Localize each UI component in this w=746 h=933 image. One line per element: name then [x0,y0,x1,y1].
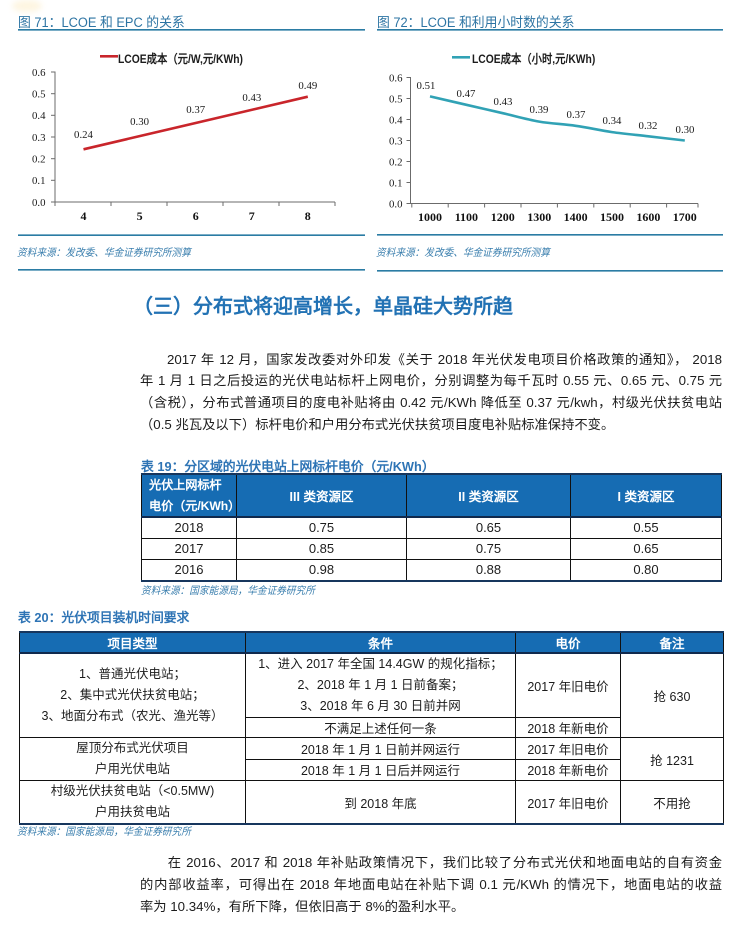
svg-text:1400: 1400 [564,210,588,224]
svg-text:1700: 1700 [673,210,697,224]
svg-text:0.0: 0.0 [32,197,46,209]
svg-text:1200: 1200 [491,210,515,224]
svg-text:0.1: 0.1 [32,175,46,187]
svg-text:0.6: 0.6 [32,67,46,79]
svg-text:0.43: 0.43 [494,96,513,108]
svg-text:1600: 1600 [636,210,660,224]
svg-text:0.1: 0.1 [389,177,403,189]
svg-text:1100: 1100 [455,210,478,224]
svg-text:0.49: 0.49 [298,80,317,92]
svg-text:0.43: 0.43 [242,92,261,104]
svg-text:0.6: 0.6 [389,72,403,84]
svg-text:0.3: 0.3 [389,135,403,147]
svg-text:5: 5 [137,209,143,223]
svg-text:0.0: 0.0 [389,198,403,210]
svg-text:0.34: 0.34 [603,115,622,127]
svg-text:0.4: 0.4 [389,114,403,126]
svg-text:0.3: 0.3 [32,132,46,144]
svg-text:0.5: 0.5 [32,89,46,101]
svg-text:7: 7 [249,209,255,223]
svg-text:0.4: 0.4 [32,110,46,122]
svg-text:6: 6 [193,209,199,223]
svg-text:0.51: 0.51 [417,80,436,92]
svg-text:1000: 1000 [418,210,442,224]
svg-text:1500: 1500 [600,210,624,224]
svg-text:0.32: 0.32 [639,120,658,132]
svg-text:1300: 1300 [527,210,551,224]
svg-text:8: 8 [305,209,311,223]
svg-text:0.30: 0.30 [676,124,695,136]
svg-text:4: 4 [81,209,87,223]
svg-text:0.5: 0.5 [389,93,403,105]
svg-text:0.2: 0.2 [32,154,46,166]
svg-text:0.37: 0.37 [567,109,586,121]
svg-text:0.30: 0.30 [130,116,149,128]
svg-text:0.39: 0.39 [530,104,549,116]
svg-text:0.24: 0.24 [74,129,93,141]
svg-text:0.2: 0.2 [389,156,403,168]
svg-text:0.47: 0.47 [457,88,476,100]
svg-text:0.37: 0.37 [186,104,205,116]
